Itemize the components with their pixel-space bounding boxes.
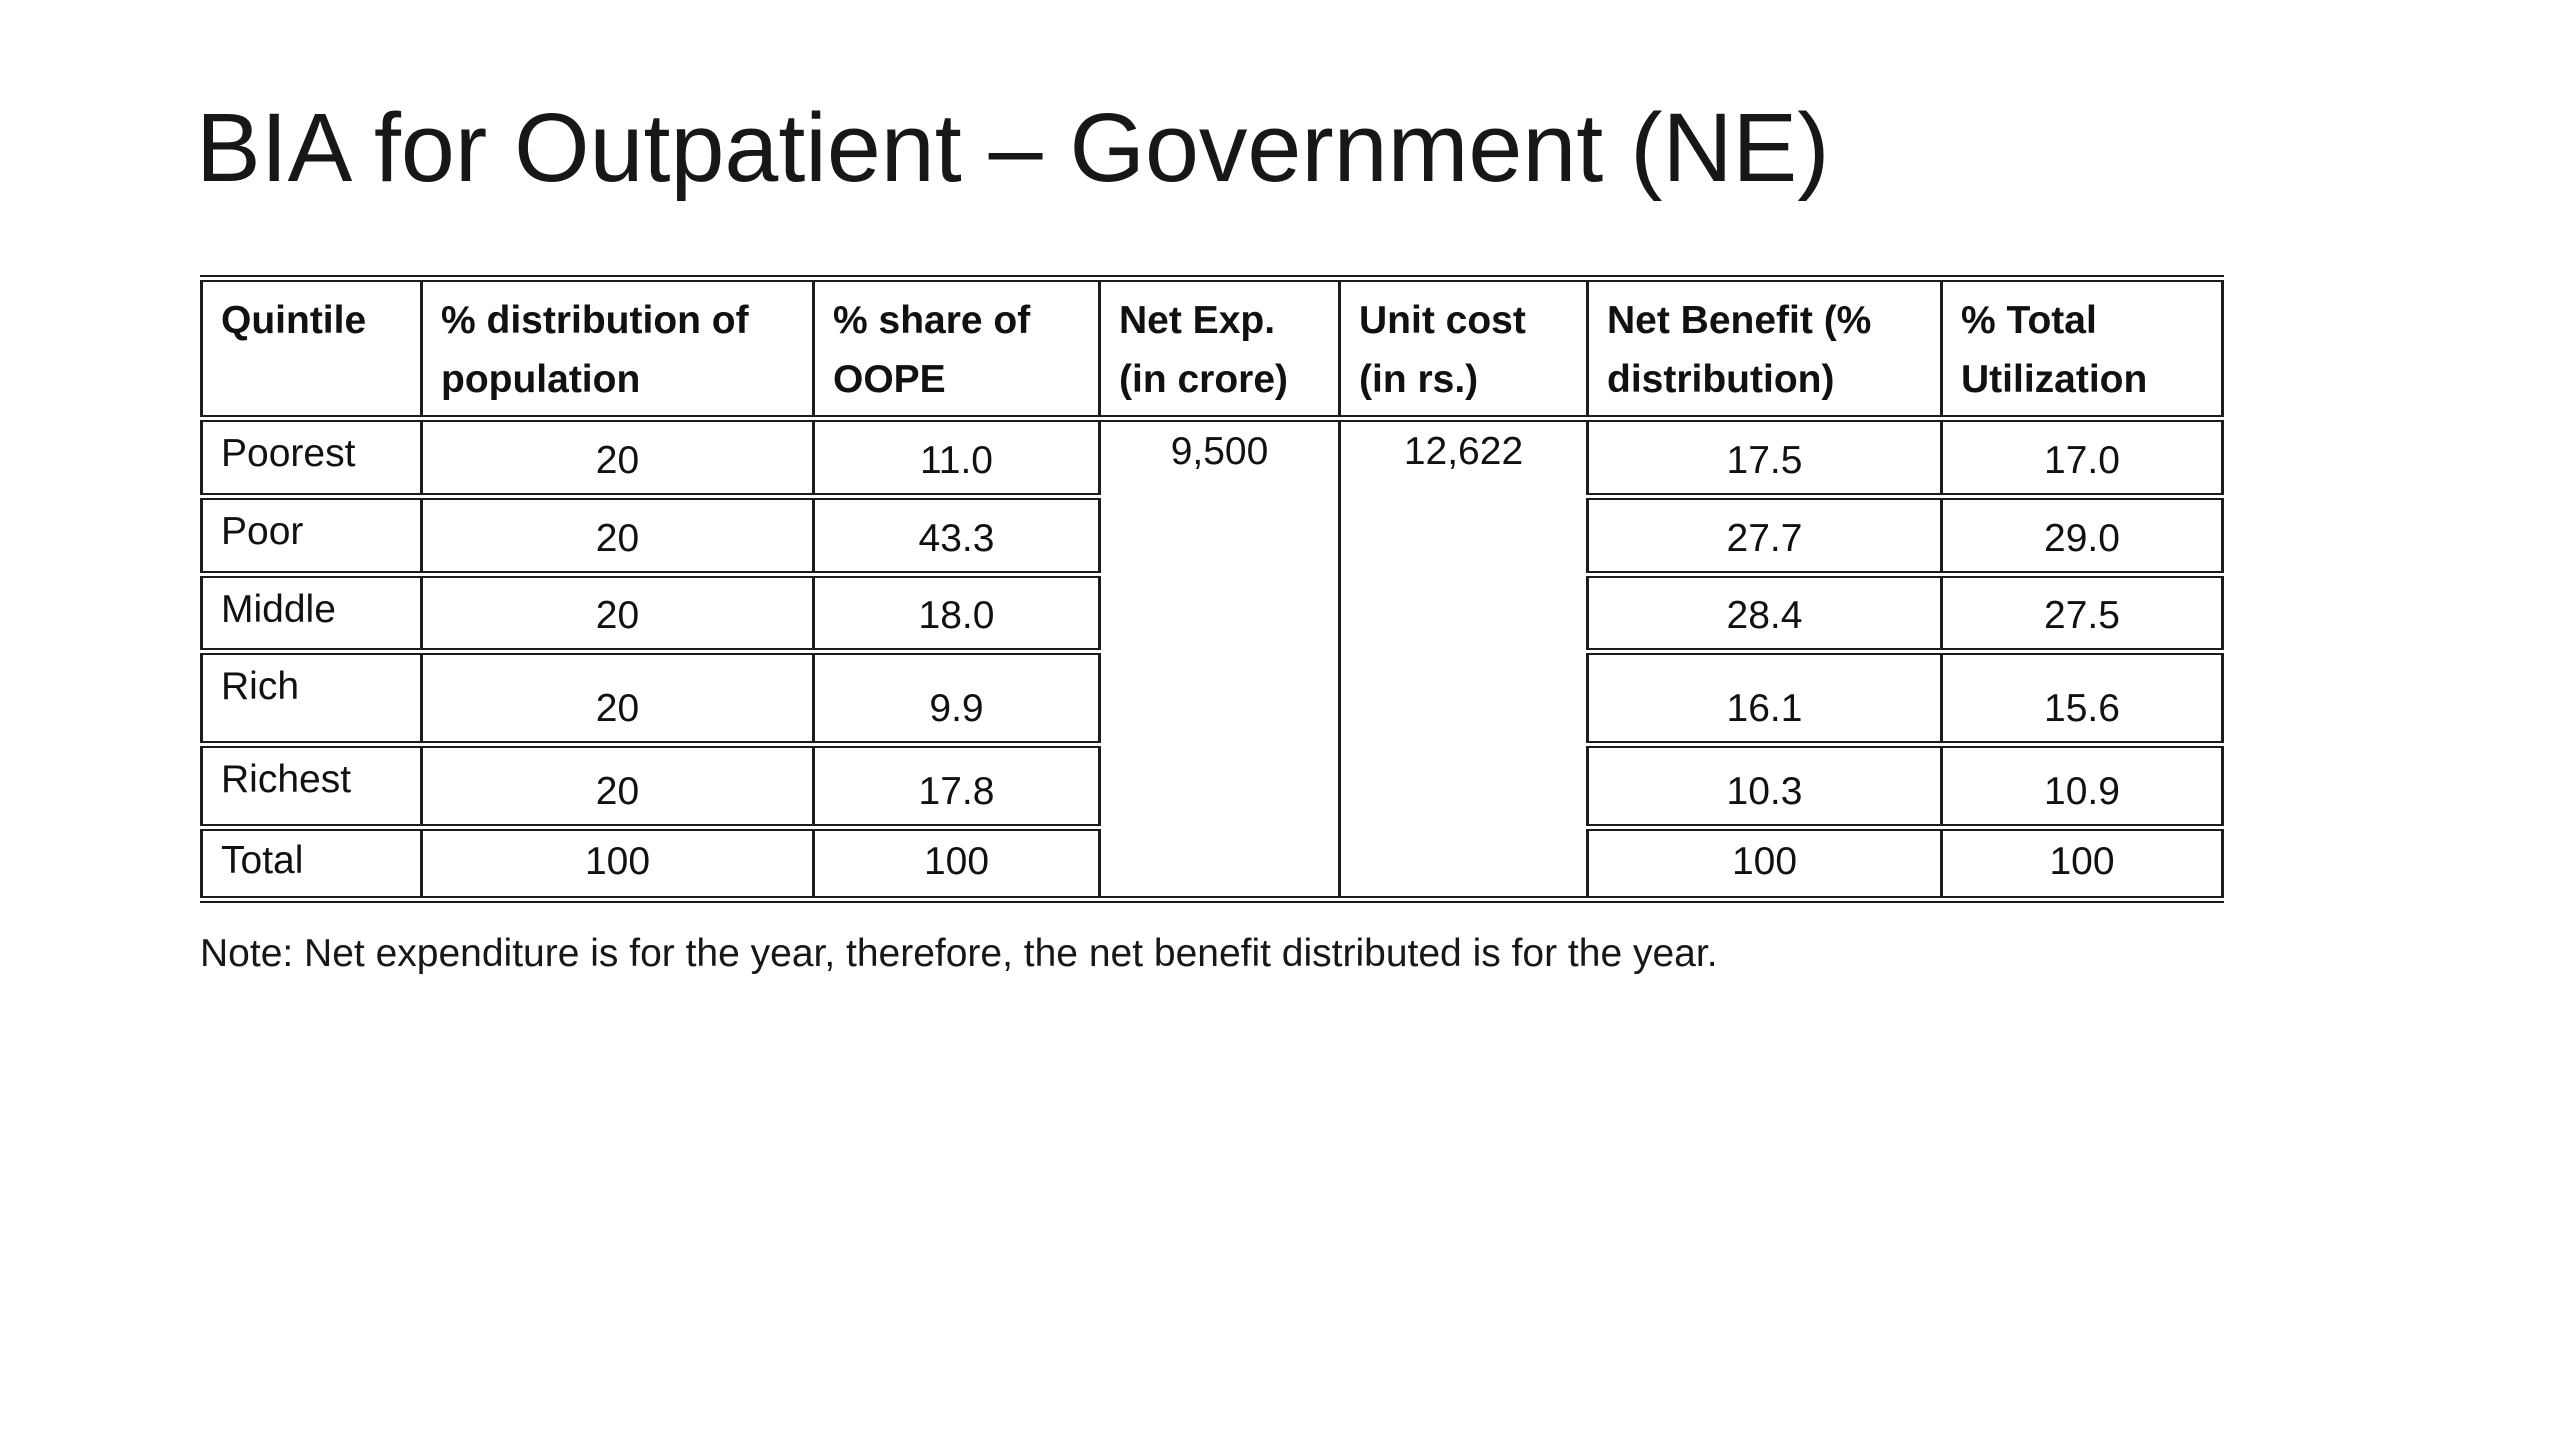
footnote-text: Note: Net expenditure is for the year, t… <box>200 932 1718 975</box>
table-row-middle: Middle 20 18.0 28.4 27.5 <box>200 571 2224 655</box>
net-exp-merged-cell: 9,500 <box>1098 415 1341 903</box>
util-value-cell: 27.5 <box>1940 571 2224 655</box>
pop-value-cell: 20 <box>420 571 815 655</box>
column-header-pct-distribution-population: % distribution of population <box>420 275 815 422</box>
benefit-value-cell: 100 <box>1586 824 1943 903</box>
oope-value-cell: 17.8 <box>812 741 1101 831</box>
oope-value-cell: 11.0 <box>812 415 1101 500</box>
bia-table: Quintile % distribution of population % … <box>200 275 2224 903</box>
column-header-quintile: Quintile <box>200 275 423 422</box>
oope-value-cell: 9.9 <box>812 648 1101 748</box>
pop-value-cell: 100 <box>420 824 815 903</box>
unit-cost-merged-cell: 12,622 <box>1338 415 1589 903</box>
table-row-richest: Richest 20 17.8 10.3 10.9 <box>200 741 2224 831</box>
util-value-cell: 29.0 <box>1940 493 2224 578</box>
util-value-cell: 100 <box>1940 824 2224 903</box>
benefit-value-cell: 17.5 <box>1586 415 1943 500</box>
column-header-pct-total-utilization: % Total Utilization <box>1940 275 2224 422</box>
table-row-poor: Poor 20 43.3 27.7 29.0 <box>200 493 2224 578</box>
benefit-value-cell: 16.1 <box>1586 648 1943 748</box>
table-header-row: Quintile % distribution of population % … <box>200 275 2224 422</box>
quintile-label-cell: Richest <box>200 741 423 831</box>
table-row-total: Total 100 100 100 100 <box>200 824 2224 903</box>
quintile-label-cell: Middle <box>200 571 423 655</box>
util-value-cell: 17.0 <box>1940 415 2224 500</box>
page-title: BIA for Outpatient – Government (NE) <box>196 93 1830 202</box>
pop-value-cell: 20 <box>420 415 815 500</box>
pop-value-cell: 20 <box>420 741 815 831</box>
benefit-value-cell: 28.4 <box>1586 571 1943 655</box>
benefit-value-cell: 10.3 <box>1586 741 1943 831</box>
oope-value-cell: 43.3 <box>812 493 1101 578</box>
quintile-label-cell: Poor <box>200 493 423 578</box>
quintile-label-cell: Total <box>200 824 423 903</box>
pop-value-cell: 20 <box>420 648 815 748</box>
table-row-poorest: Poorest 20 11.0 9,500 12,622 17.5 17.0 <box>200 415 2224 903</box>
benefit-value-cell: 27.7 <box>1586 493 1943 578</box>
util-value-cell: 10.9 <box>1940 741 2224 831</box>
quintile-label-cell: Poorest <box>200 415 423 500</box>
column-header-pct-share-oope: % share of OOPE <box>812 275 1101 422</box>
column-header-net-benefit: Net Benefit (% distribution) <box>1586 275 1943 422</box>
quintile-label-cell: Rich <box>200 648 423 748</box>
pop-value-cell: 20 <box>420 493 815 578</box>
util-value-cell: 15.6 <box>1940 648 2224 748</box>
column-header-unit-cost: Unit cost (in rs.) <box>1338 275 1589 422</box>
oope-value-cell: 100 <box>812 824 1101 903</box>
column-header-net-exp: Net Exp. (in crore) <box>1098 275 1341 422</box>
oope-value-cell: 18.0 <box>812 571 1101 655</box>
table-row-rich: Rich 20 9.9 16.1 15.6 <box>200 648 2224 748</box>
